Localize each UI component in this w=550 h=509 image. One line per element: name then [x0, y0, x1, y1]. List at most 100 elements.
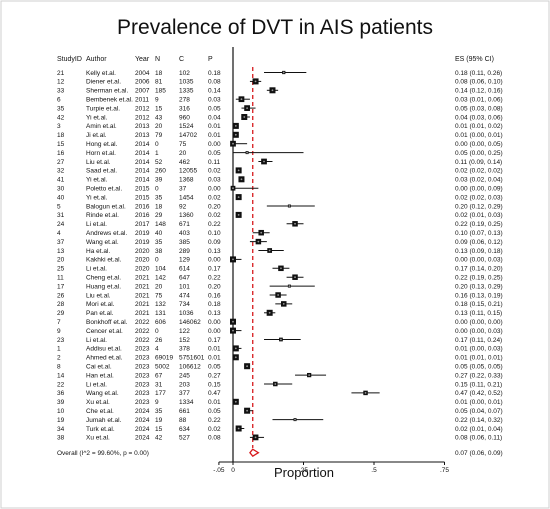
cell-year: 2012 [135, 105, 150, 112]
cell-author: Hong et.al. [86, 141, 118, 148]
cell-year: 2021 [135, 310, 150, 317]
cell-year: 2014 [135, 177, 150, 184]
cell-year: 2021 [135, 292, 150, 299]
x-axis: -.05 0 .25 .5 .75 [213, 461, 449, 474]
cell-n: 0 [155, 141, 159, 148]
table-row: 27 Liu et.al. 2014 52 462 0.11 0.11 (0.09, 0.1… [57, 159, 502, 166]
table-row: 38 Xu et.al. 2024 42 527 0.08 0.08 (0.06, 0.11… [57, 435, 502, 442]
cell-es-ci: 0.08 (0.06, 0.11) [455, 435, 502, 442]
cell-year: 2023 [135, 364, 150, 371]
cell-c: 316 [179, 105, 190, 112]
cell-c: 614 [179, 266, 190, 273]
table-row: 5 Balogun et.al. 2016 18 92 0.20 0.20 (0.12, 0… [57, 203, 503, 210]
cell-author: Ahmed et.al. [86, 355, 123, 362]
cell-c: 1334 [179, 399, 194, 406]
cell-year: 2020 [135, 257, 150, 264]
cell-studyid: 25 [57, 266, 65, 273]
table-row: 32 Saad et.al. 2014 260 12055 0.02 0.02 (0.02,… [57, 168, 503, 175]
cell-n: 20 [155, 283, 163, 290]
cell-year: 2021 [135, 301, 150, 308]
cell-c: 1360 [179, 212, 194, 219]
cell-es-ci: 0.01 (0.00, 0.01) [455, 399, 503, 406]
cell-c: 1368 [179, 177, 194, 184]
cell-c: 661 [179, 408, 190, 415]
cell-n: 260 [155, 168, 166, 175]
x-tick-label: .25 [299, 467, 308, 474]
cell-es-ci: 0.17 (0.11, 0.24) [455, 337, 502, 344]
cell-es-ci: 0.02 (0.02, 0.03) [455, 194, 503, 201]
cell-author: Wang et.al. [86, 239, 119, 246]
point-center-dot [232, 142, 234, 145]
overall-row: Overall (I^2 = 99.60%, p = 0.00) 0.07 (0… [57, 450, 503, 457]
cell-es-ci: 0.02 (0.01, 0.04) [455, 426, 503, 433]
cell-year: 2021 [135, 275, 150, 282]
cell-n: 15 [155, 426, 163, 433]
cell-year: 2012 [135, 114, 150, 121]
cell-es-ci: 0.20 (0.12, 0.29) [455, 203, 503, 210]
cell-es-ci: 0.16 (0.13, 0.19) [455, 292, 503, 299]
cell-studyid: 15 [57, 141, 65, 148]
point-center-dot [246, 107, 249, 109]
cell-studyid: 33 [57, 88, 65, 95]
cell-n: 185 [155, 88, 166, 95]
header-p: P [208, 56, 213, 63]
cell-year: 2024 [135, 426, 150, 433]
cell-author: Horn et.al. [86, 150, 116, 157]
cell-author: Kakhki et.al. [86, 257, 122, 264]
table-row: 30 Poletto et.al. 2015 0 37 0.00 0.00 (0.00, 0… [57, 186, 503, 193]
cell-studyid: 30 [57, 186, 65, 193]
cell-studyid: 28 [57, 301, 65, 308]
table-row: 28 Mori et.al. 2021 132 734 0.18 0.18 (0.15, 0… [57, 301, 503, 308]
cell-p: 0.08 [208, 79, 221, 86]
cell-n: 132 [155, 301, 166, 308]
cell-studyid: 34 [57, 426, 65, 433]
cell-p: 0.05 [208, 408, 221, 415]
cell-n: 0 [155, 257, 159, 264]
cell-studyid: 36 [57, 390, 65, 397]
cell-n: 35 [155, 408, 163, 415]
cell-author: Diener et.al. [86, 79, 121, 86]
cell-year: 2014 [135, 150, 150, 157]
point-center-dot [268, 249, 271, 252]
cell-studyid: 20 [57, 257, 65, 264]
cell-author: Bembenek et.al. [86, 97, 133, 104]
cell-c: 5751601 [179, 355, 205, 362]
cell-author: Saad et.al. [86, 168, 117, 175]
cell-studyid: 4 [57, 230, 61, 237]
study-rows: 21 Kelly et.al. 2004 18 102 0.18 0.18 (0.11, 0… [57, 70, 503, 442]
cell-c: 378 [179, 346, 190, 353]
cell-year: 2007 [135, 88, 150, 95]
cell-year: 2023 [135, 372, 150, 379]
point-center-dot [254, 80, 257, 83]
cell-p: 0.01 [208, 399, 221, 406]
cell-p: 0.03 [208, 177, 221, 184]
cell-author: Li et.al. [86, 337, 107, 344]
cell-studyid: 10 [57, 408, 65, 415]
point-center-dot [257, 240, 260, 243]
cell-n: 131 [155, 310, 166, 317]
table-row: 21 Kelly et.al. 2004 18 102 0.18 0.18 (0.11, 0… [57, 70, 502, 77]
cell-studyid: 27 [57, 159, 65, 166]
cell-n: 35 [155, 194, 163, 201]
table-row: 34 Turk et.al. 2024 15 634 0.02 0.02 (0.01, 0.… [57, 426, 503, 433]
cell-n: 42 [155, 435, 163, 442]
cell-p: 0.01 [208, 355, 221, 362]
cell-n: 20 [155, 123, 163, 130]
table-row: 7 Bonkhoff et.al. 2022 606 146062 0.00 0.00 (0… [57, 319, 503, 326]
cell-author: Balogun et.al. [86, 203, 126, 210]
table-row: 29 Pan et.al. 2021 131 1036 0.13 0.13 (0.11, 0… [57, 310, 502, 317]
cell-n: 39 [155, 177, 163, 184]
cell-studyid: 38 [57, 435, 65, 442]
point-center-dot [271, 89, 274, 92]
cell-author: Li et.al. [86, 221, 107, 228]
point-center-dot [263, 160, 265, 163]
chart-title: Prevalence of DVT in AIS patients [117, 16, 433, 39]
cell-c: 203 [179, 381, 190, 388]
table-row: 10 Che et.al. 2024 35 661 0.05 0.05 (0.04, 0.0… [57, 408, 503, 415]
table-row: 16 Horn et.al. 2014 1 20 0.05 0.05 (0.00, 0.25… [57, 150, 503, 157]
cell-es-ci: 0.02 (0.01, 0.03) [455, 212, 503, 219]
cell-p: 0.14 [208, 88, 221, 95]
cell-year: 2013 [135, 123, 150, 130]
point-center-dot [232, 320, 234, 323]
cell-p: 0.22 [208, 221, 221, 228]
